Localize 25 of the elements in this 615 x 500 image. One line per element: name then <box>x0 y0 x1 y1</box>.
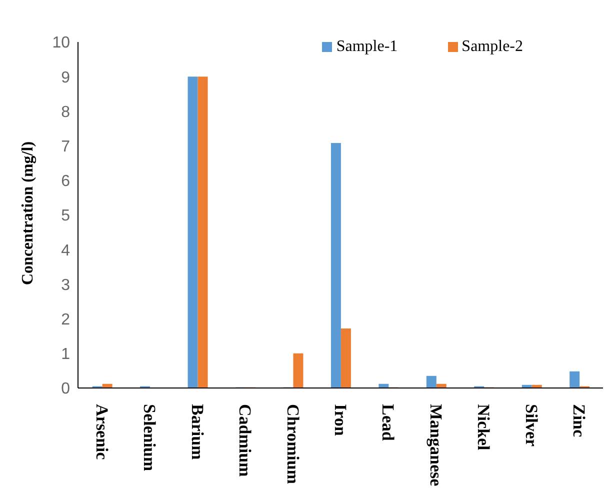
x-tick-label: Lead <box>378 404 398 442</box>
x-tick-label: Selenium <box>140 404 160 472</box>
y-tick-label: 3 <box>61 276 70 294</box>
x-tick-label: Manganese <box>426 404 446 487</box>
legend-label: Sample-2 <box>462 38 523 55</box>
y-axis-title: Concentration (mg/l) <box>20 141 37 285</box>
x-tick-label: Silver <box>522 404 541 447</box>
x-tick-label: Zinc <box>570 404 589 438</box>
y-tick-label: 2 <box>61 311 70 328</box>
legend-label: Sample-1 <box>336 38 398 55</box>
x-tick-label: Chromium <box>283 404 302 484</box>
y-tick-label: 1 <box>61 346 70 364</box>
x-tick-label: Iron <box>331 404 350 436</box>
x-tick-label: Arsenic <box>92 404 112 460</box>
y-tick-label: 8 <box>61 104 70 121</box>
y-tick-label: 5 <box>61 208 70 225</box>
x-tick-label: Nickel <box>474 404 494 451</box>
y-tick-label: 9 <box>61 69 70 86</box>
y-tick-label: 7 <box>61 138 70 156</box>
y-tick-label: 6 <box>61 173 70 190</box>
x-tick-label: Barium <box>188 404 207 460</box>
y-tick-label: 10 <box>52 34 70 52</box>
x-tick-label: Cadmium <box>236 404 255 477</box>
y-tick-label: 0 <box>61 380 70 398</box>
y-tick-label: 4 <box>61 242 70 260</box>
